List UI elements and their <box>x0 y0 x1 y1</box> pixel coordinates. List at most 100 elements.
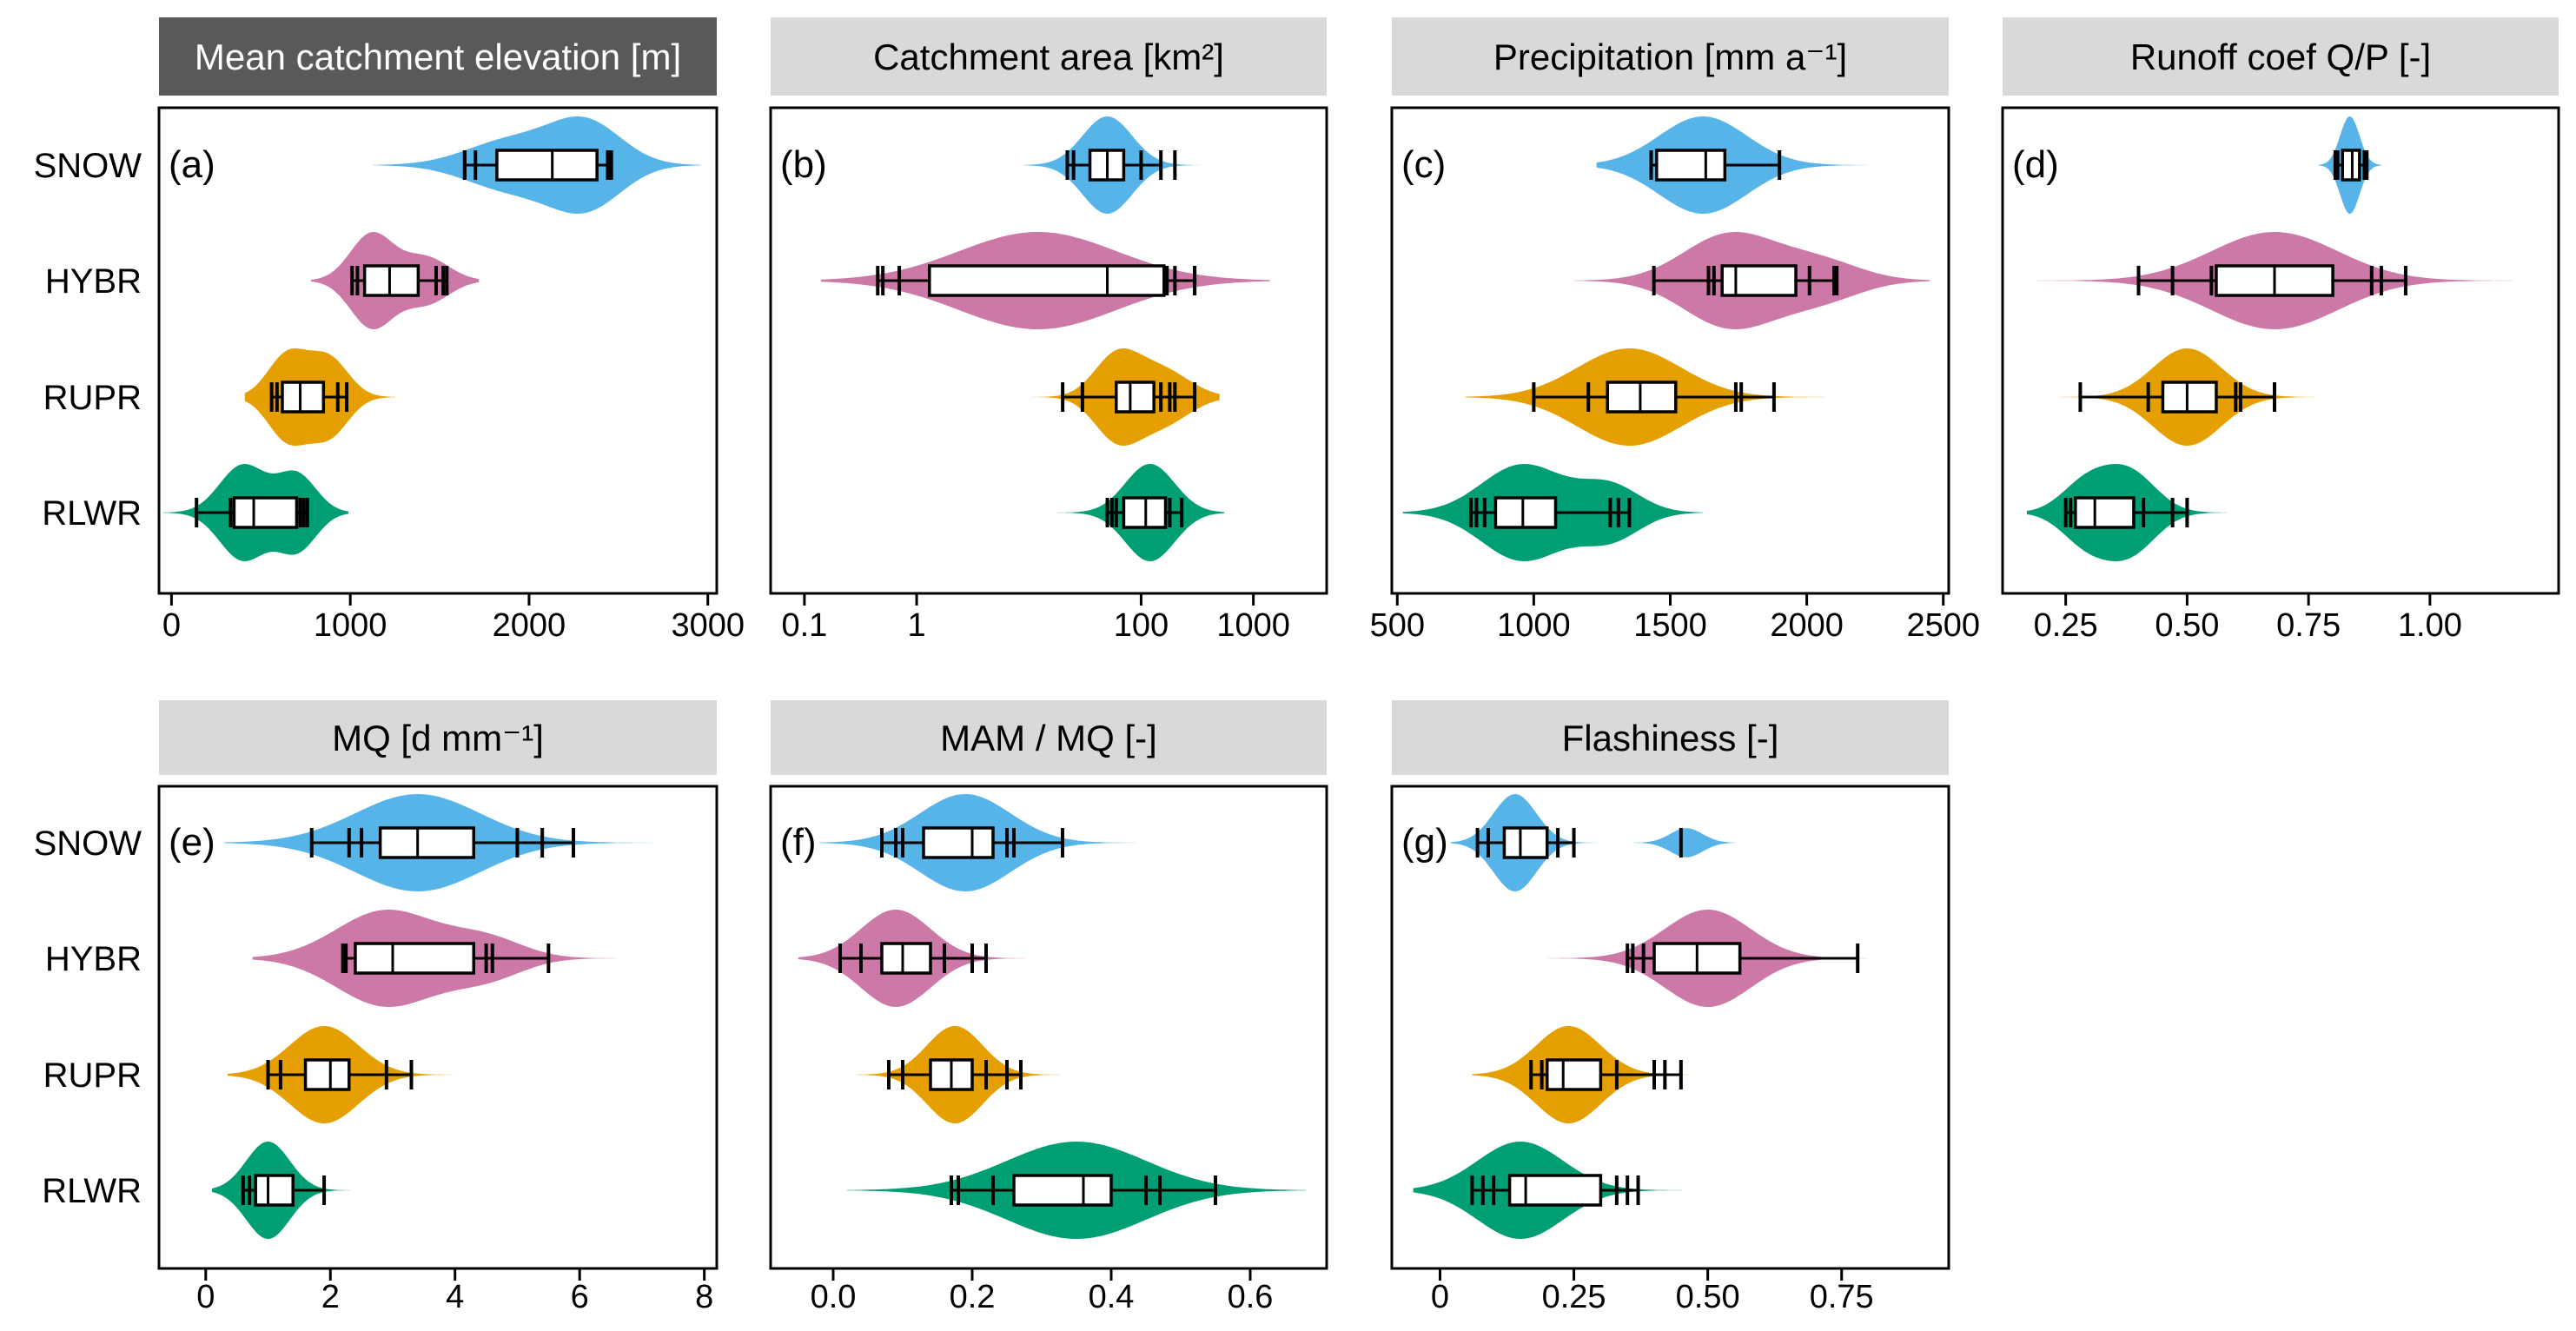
x-tick-label: 1.00 <box>2398 607 2462 644</box>
panel-header <box>159 700 717 775</box>
box-iqr <box>1655 149 1727 182</box>
box-iqr <box>1545 1058 1603 1091</box>
panel-header <box>771 700 1327 775</box>
x-tick-label: 0.75 <box>2276 607 2341 644</box>
x-tick-label: 0 <box>162 607 181 644</box>
box-iqr <box>922 826 995 859</box>
box-iqr <box>281 381 326 414</box>
panel-header <box>1392 17 1949 96</box>
category-label-snow: SNOW <box>34 147 142 185</box>
panel-e: MQ [d mm⁻¹] (e) 0 2 4 6 8 <box>157 700 718 1315</box>
panel-frame <box>2001 106 2560 595</box>
x-tick-label: 0.1 <box>781 607 827 644</box>
panel-a: Mean catchment elevation [m] (a) 0 1000 2000… <box>157 17 745 644</box>
category-label-rupr: RUPR <box>43 379 142 417</box>
box-iqr <box>354 942 475 975</box>
series-rlwr <box>2026 464 2236 561</box>
panel-label: (d) <box>2012 143 2059 186</box>
box-iqr <box>2074 496 2136 529</box>
series-snow <box>1596 116 1870 214</box>
series-rupr <box>1472 1026 1740 1123</box>
x-tick-label: 500 <box>1370 607 1425 644</box>
x-tick-label: 2500 <box>1906 607 1980 644</box>
category-label-hybr: HYBR <box>45 940 142 978</box>
x-tick-label: 0.2 <box>950 1279 996 1315</box>
x-tick-label: 2 <box>321 1279 340 1315</box>
panel-header <box>2003 17 2559 96</box>
series-hybr <box>310 232 480 329</box>
panel-title: Precipitation [mm a⁻¹] <box>1493 36 1847 77</box>
series-snow <box>373 116 701 214</box>
series-snow <box>1023 116 1225 214</box>
series-rlwr <box>212 1142 355 1239</box>
x-tick-label: 1 <box>907 607 925 644</box>
box-iqr <box>928 264 1166 297</box>
x-tick-label: 3000 <box>671 607 745 644</box>
series-hybr <box>1546 910 1933 1007</box>
panel-title: Catchment area [km²] <box>873 36 1224 77</box>
box-iqr <box>1720 264 1798 297</box>
series-snow <box>819 794 1146 891</box>
series-rupr <box>244 348 395 446</box>
panel-title: Mean catchment elevation [m] <box>195 36 681 77</box>
series-rlwr <box>1057 464 1225 561</box>
panel-label: (f) <box>780 821 817 864</box>
x-tick-label: 0 <box>1431 1279 1449 1315</box>
x-tick-label: 1500 <box>1633 607 1707 644</box>
box-iqr <box>1502 826 1549 859</box>
panel-title: Flashiness [-] <box>1562 718 1779 758</box>
x-tick-label: 0 <box>196 1279 215 1315</box>
panel-b: Catchment area [km²] (b) 0.1 1 100 1000 <box>769 17 1328 644</box>
series-hybr <box>2016 232 2537 329</box>
series-snow <box>1450 794 1735 891</box>
series-hybr <box>1574 232 1930 329</box>
x-tick-label: 1000 <box>1497 607 1571 644</box>
x-tick-label: 0.50 <box>2155 607 2219 644</box>
panel-label: (g) <box>1401 821 1448 864</box>
panel-label: (b) <box>780 143 827 186</box>
box-iqr <box>378 826 475 859</box>
series-rupr <box>227 1026 455 1123</box>
series-rlwr <box>162 464 349 561</box>
x-tick-label: 0.25 <box>1542 1279 1606 1315</box>
series-snow <box>2318 116 2381 214</box>
box-iqr <box>254 1174 295 1207</box>
panel-header <box>159 17 717 96</box>
panel-d: Runoff coef Q/P [-] (d) 0.25 0.50 0.75 1.00 <box>2001 17 2560 644</box>
panel-label: (a) <box>169 143 215 186</box>
panel-c: Precipitation [mm a⁻¹] (c) 500 1000 1500 2000… <box>1370 17 1980 644</box>
x-tick-label: 8 <box>695 1279 713 1315</box>
series-rlwr <box>1413 1142 1708 1239</box>
panel-header <box>771 17 1327 96</box>
series-rlwr <box>847 1142 1306 1239</box>
box-iqr <box>232 496 299 529</box>
x-tick-label: 1000 <box>1216 607 1290 644</box>
series-rupr <box>2036 348 2323 446</box>
box-iqr <box>362 264 421 297</box>
x-tick-label: 0.50 <box>1676 1279 1740 1315</box>
panel-frame <box>769 785 1328 1270</box>
panel-label: (e) <box>169 821 215 864</box>
box-iqr <box>1115 381 1156 414</box>
x-tick-label: 0.6 <box>1228 1279 1274 1315</box>
box-iqr <box>1606 381 1678 414</box>
series-hybr <box>820 232 1270 329</box>
series-rupr <box>1029 348 1220 446</box>
series-hybr <box>798 910 1042 1007</box>
x-tick-label: 100 <box>1114 607 1169 644</box>
box-iqr <box>2161 381 2218 414</box>
x-tick-label: 2000 <box>1770 607 1844 644</box>
category-label-rlwr: RLWR <box>42 1172 142 1210</box>
x-tick-label: 4 <box>446 1279 464 1315</box>
panel-frame <box>157 785 718 1270</box>
x-tick-label: 2000 <box>493 607 566 644</box>
x-tick-label: 6 <box>571 1279 589 1315</box>
box-iqr <box>1012 1174 1113 1207</box>
panel-title: MAM / MQ [-] <box>940 718 1157 758</box>
box-iqr <box>495 149 599 182</box>
panel-title: MQ [d mm⁻¹] <box>332 718 544 758</box>
panel-title: Runoff coef Q/P [-] <box>2130 36 2431 77</box>
series-hybr <box>252 910 630 1007</box>
series-rupr <box>854 1026 1063 1123</box>
